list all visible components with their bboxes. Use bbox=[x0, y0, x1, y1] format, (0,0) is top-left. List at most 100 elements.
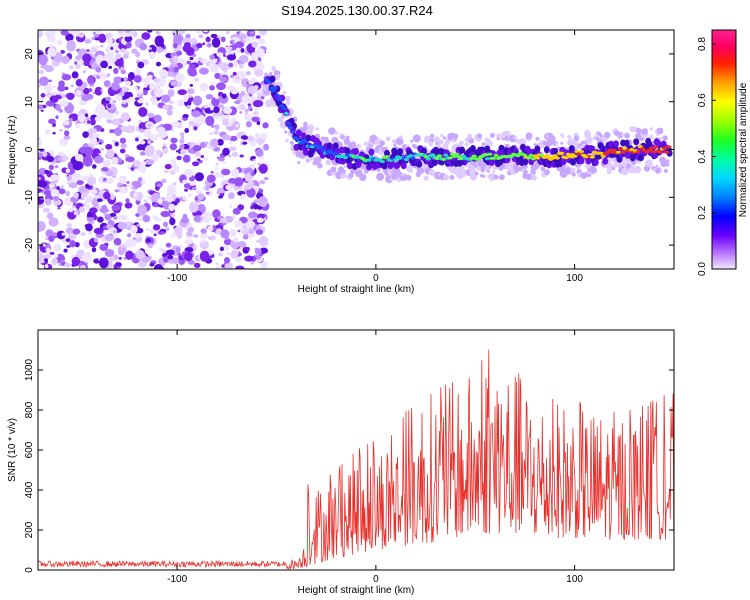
track-core bbox=[294, 137, 300, 141]
noise-blob bbox=[176, 50, 183, 56]
noise-blob bbox=[197, 158, 201, 161]
noise-blob bbox=[244, 114, 254, 121]
noise-blob bbox=[170, 158, 177, 167]
track-core bbox=[447, 156, 453, 160]
noise-blob bbox=[158, 247, 164, 252]
noise-blob bbox=[83, 61, 90, 67]
noise-blob bbox=[45, 92, 53, 98]
track-core bbox=[277, 97, 283, 101]
noise-blob bbox=[230, 39, 235, 43]
noise-blob bbox=[239, 154, 244, 158]
noise-blob bbox=[229, 140, 233, 145]
colorbar-tick-label: 0.2 bbox=[697, 205, 708, 219]
noise-blob bbox=[47, 47, 56, 57]
track-halo bbox=[359, 173, 367, 182]
noise-blob bbox=[136, 224, 141, 227]
noise-blob bbox=[105, 177, 114, 185]
noise-blob bbox=[60, 184, 65, 189]
noise-blob bbox=[61, 55, 70, 64]
noise-blob bbox=[262, 122, 269, 129]
track-band bbox=[459, 146, 466, 154]
track-halo bbox=[330, 166, 337, 173]
track-halo bbox=[410, 139, 414, 143]
noise-blob bbox=[193, 215, 201, 223]
noise-blob bbox=[59, 138, 67, 146]
noise-blob bbox=[44, 189, 52, 197]
noise-blob bbox=[168, 203, 176, 212]
track-halo bbox=[624, 169, 628, 174]
noise-blob bbox=[248, 228, 254, 235]
noise-blob bbox=[211, 97, 220, 107]
track-core bbox=[661, 146, 668, 150]
noise-blob bbox=[110, 98, 115, 102]
noise-blob bbox=[52, 85, 57, 89]
track-halo bbox=[401, 173, 405, 177]
noise-blob bbox=[248, 105, 252, 110]
noise-blob bbox=[44, 264, 49, 269]
track-halo bbox=[406, 165, 413, 172]
track-core bbox=[615, 150, 622, 154]
noise-blob bbox=[221, 168, 231, 176]
noise-blob bbox=[165, 194, 174, 203]
noise-blob bbox=[263, 210, 269, 215]
noise-blob bbox=[255, 148, 264, 157]
noise-blob bbox=[79, 264, 87, 269]
noise-blob bbox=[147, 140, 151, 144]
noise-blob bbox=[119, 148, 126, 154]
noise-blob bbox=[164, 170, 169, 174]
noise-blob bbox=[220, 174, 225, 179]
noise-blob bbox=[46, 248, 51, 253]
noise-blob bbox=[194, 59, 198, 64]
noise-blob bbox=[258, 163, 268, 174]
noise-blob bbox=[189, 83, 193, 87]
noise-blob bbox=[118, 214, 127, 221]
noise-blob bbox=[210, 138, 219, 148]
track-halo bbox=[433, 136, 440, 143]
track-halo bbox=[525, 132, 533, 140]
noise-blob bbox=[203, 30, 208, 33]
noise-blob bbox=[239, 55, 249, 63]
track-halo bbox=[493, 174, 499, 180]
noise-blob bbox=[168, 100, 174, 104]
noise-blob bbox=[209, 54, 216, 60]
noise-blob bbox=[118, 124, 122, 128]
noise-blob bbox=[234, 220, 243, 228]
noise-blob bbox=[113, 237, 122, 246]
track-halo bbox=[393, 143, 397, 147]
track-core bbox=[528, 153, 534, 157]
noise-blob bbox=[215, 162, 219, 166]
noise-blob bbox=[133, 75, 142, 83]
snr-x-axis-label: Height of straight line (km) bbox=[298, 585, 415, 596]
noise-blob bbox=[139, 140, 146, 145]
noise-blob bbox=[212, 111, 222, 118]
noise-blob bbox=[55, 103, 61, 111]
noise-blob bbox=[205, 62, 211, 67]
track-halo bbox=[590, 167, 598, 174]
noise-blob bbox=[49, 44, 53, 48]
track-core bbox=[443, 153, 449, 157]
noise-blob bbox=[202, 42, 206, 45]
noise-blob bbox=[192, 161, 200, 167]
noise-blob bbox=[231, 151, 239, 157]
noise-blob bbox=[138, 107, 148, 117]
noise-blob bbox=[78, 60, 85, 66]
noise-blob bbox=[225, 30, 230, 35]
noise-blob bbox=[141, 32, 151, 40]
noise-blob bbox=[98, 33, 107, 43]
track-halo bbox=[656, 127, 664, 135]
track-halo bbox=[488, 140, 492, 144]
noise-blob bbox=[234, 185, 239, 191]
noise-blob bbox=[38, 30, 44, 38]
noise-blob bbox=[61, 155, 69, 161]
track-halo bbox=[423, 175, 429, 181]
track-halo bbox=[663, 168, 668, 173]
noise-blob bbox=[248, 211, 258, 219]
noise-blob bbox=[147, 30, 153, 33]
noise-blob bbox=[208, 225, 214, 232]
noise-blob bbox=[97, 198, 103, 202]
noise-blob bbox=[223, 238, 232, 246]
noise-blob bbox=[44, 254, 52, 259]
noise-blob bbox=[40, 109, 44, 112]
track-band bbox=[522, 158, 529, 166]
noise-blob bbox=[69, 65, 74, 70]
